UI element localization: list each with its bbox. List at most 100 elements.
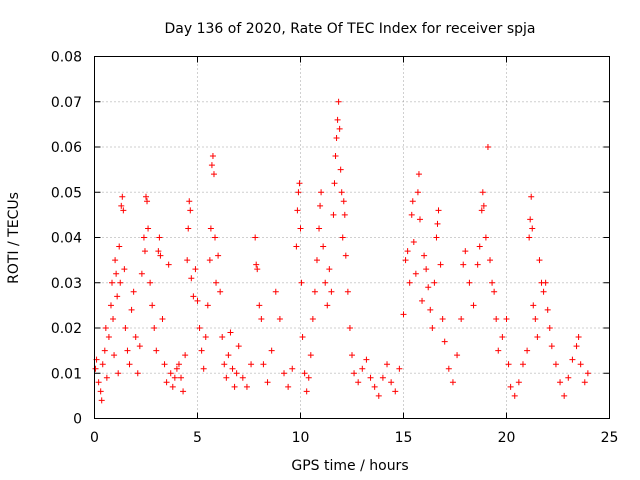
data-point bbox=[107, 302, 114, 309]
data-point bbox=[253, 261, 260, 268]
data-point bbox=[207, 225, 214, 232]
data-point bbox=[122, 325, 129, 331]
x-tick-label: 0 bbox=[90, 430, 99, 446]
data-point bbox=[536, 257, 543, 264]
data-point bbox=[427, 306, 434, 313]
data-point bbox=[101, 347, 108, 354]
data-point bbox=[196, 325, 203, 331]
data-point bbox=[95, 379, 102, 386]
data-point bbox=[178, 374, 185, 381]
data-point bbox=[118, 202, 125, 209]
data-point bbox=[316, 225, 323, 232]
data-point bbox=[415, 171, 422, 178]
data-point bbox=[115, 370, 122, 377]
data-point bbox=[126, 361, 133, 368]
data-point bbox=[239, 374, 246, 381]
data-point bbox=[121, 266, 128, 273]
data-point bbox=[581, 379, 588, 386]
x-tick-label: 15 bbox=[395, 430, 413, 446]
data-point bbox=[337, 166, 344, 173]
data-point bbox=[210, 171, 217, 178]
data-point bbox=[519, 361, 526, 368]
y-tick-label: 0.06 bbox=[51, 140, 82, 156]
data-point bbox=[248, 361, 255, 368]
data-point bbox=[332, 153, 339, 160]
y-axis-title: ROTI / TECUs bbox=[6, 192, 22, 284]
data-point bbox=[296, 180, 303, 187]
data-point bbox=[185, 225, 192, 232]
x-tick-label: 25 bbox=[601, 430, 619, 446]
data-point bbox=[320, 243, 327, 250]
data-point bbox=[303, 388, 310, 395]
data-point bbox=[561, 392, 568, 399]
data-point bbox=[194, 297, 201, 304]
data-point bbox=[487, 257, 494, 264]
data-point bbox=[252, 234, 259, 241]
data-point bbox=[198, 347, 205, 354]
data-point bbox=[404, 248, 411, 255]
data-points bbox=[92, 98, 591, 404]
data-point bbox=[489, 279, 496, 286]
data-point bbox=[110, 315, 117, 322]
data-point bbox=[493, 315, 500, 322]
data-point bbox=[128, 306, 135, 313]
x-tick-label: 5 bbox=[193, 430, 202, 446]
data-point bbox=[449, 379, 456, 386]
data-point bbox=[336, 125, 343, 132]
data-point bbox=[340, 198, 347, 205]
data-point bbox=[577, 361, 584, 368]
data-point bbox=[204, 302, 211, 309]
data-point bbox=[208, 162, 215, 169]
data-point bbox=[515, 379, 522, 386]
data-point bbox=[159, 315, 166, 322]
data-point bbox=[223, 374, 230, 381]
data-point bbox=[276, 315, 283, 322]
data-point bbox=[313, 257, 320, 264]
data-point bbox=[534, 334, 541, 341]
data-point bbox=[212, 234, 219, 241]
data-point bbox=[294, 207, 301, 214]
data-point bbox=[484, 144, 491, 150]
data-point bbox=[346, 325, 353, 331]
y-tick-label: 0.01 bbox=[51, 366, 82, 382]
data-point bbox=[379, 374, 386, 381]
data-point bbox=[299, 334, 306, 341]
data-point bbox=[113, 270, 120, 277]
y-tick-label: 0.02 bbox=[51, 321, 82, 337]
data-point bbox=[341, 211, 348, 218]
data-point bbox=[134, 370, 141, 377]
data-point bbox=[439, 315, 446, 322]
data-point bbox=[317, 202, 324, 209]
data-point bbox=[433, 234, 440, 241]
data-point bbox=[307, 352, 314, 359]
y-tick-label: 0 bbox=[73, 412, 82, 428]
data-point bbox=[462, 248, 469, 255]
data-point bbox=[466, 279, 473, 286]
data-point bbox=[409, 198, 416, 205]
data-point bbox=[260, 361, 267, 368]
data-point bbox=[476, 243, 483, 250]
data-point bbox=[333, 134, 340, 141]
data-point bbox=[165, 261, 172, 268]
data-point bbox=[532, 315, 539, 322]
data-point bbox=[400, 311, 407, 318]
data-point bbox=[145, 225, 152, 232]
data-point bbox=[221, 361, 228, 368]
data-point bbox=[540, 288, 547, 295]
data-point bbox=[335, 98, 342, 105]
data-point bbox=[437, 261, 444, 268]
data-point bbox=[406, 279, 413, 286]
data-point bbox=[542, 279, 549, 286]
data-point bbox=[97, 388, 104, 395]
data-point bbox=[384, 361, 391, 368]
data-point bbox=[334, 116, 341, 123]
data-point bbox=[175, 361, 182, 368]
data-point bbox=[132, 334, 139, 341]
data-point bbox=[124, 347, 131, 354]
data-point bbox=[206, 257, 213, 264]
data-point bbox=[186, 198, 193, 205]
data-point bbox=[363, 356, 370, 363]
data-point bbox=[396, 365, 403, 372]
x-tick-label: 10 bbox=[292, 430, 310, 446]
